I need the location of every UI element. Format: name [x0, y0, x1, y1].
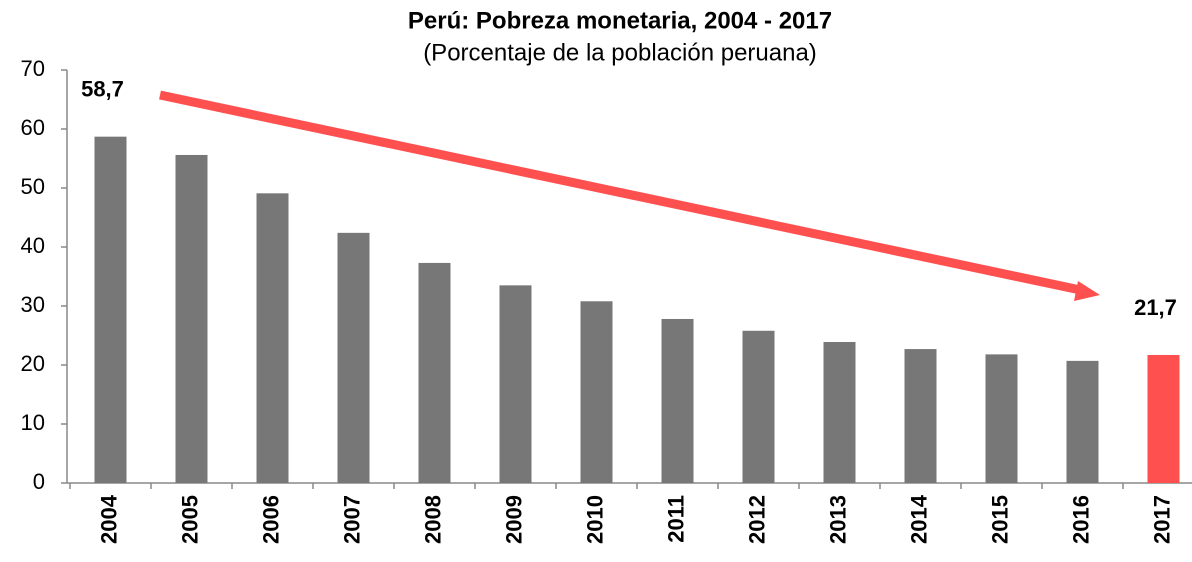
y-tick-label: 0: [33, 469, 45, 494]
x-tick-label: 2015: [987, 495, 1012, 544]
y-tick-label: 10: [21, 410, 45, 435]
x-tick-label: 2005: [177, 495, 202, 544]
data-label: 58,7: [81, 76, 124, 101]
arrow-shaft: [159, 90, 1086, 296]
bar: [985, 354, 1018, 483]
y-tick-label: 30: [21, 292, 45, 317]
y-tick-label: 70: [21, 56, 45, 81]
chart-subtitle: (Porcentaje de la población peruana): [423, 39, 817, 66]
y-tick-label: 60: [21, 115, 45, 140]
bar: [580, 301, 613, 483]
chart-title: Perú: Pobreza monetaria, 2004 - 2017: [408, 7, 832, 34]
x-tick-label: 2012: [744, 495, 769, 544]
bar: [256, 193, 289, 483]
bar: [175, 154, 208, 483]
bar: [337, 232, 370, 483]
bar: [742, 330, 775, 483]
trend-arrow: [159, 90, 1100, 301]
arrow-head: [1074, 281, 1100, 301]
x-tick-label: 2011: [663, 495, 688, 543]
x-tick-label: 2009: [501, 495, 526, 544]
bar: [904, 349, 937, 483]
bar: [661, 318, 694, 483]
x-tick-label: 2017: [1149, 495, 1174, 544]
x-tick-label: 2008: [420, 495, 445, 544]
x-tick-label: 2013: [825, 495, 850, 544]
y-tick-label: 50: [21, 174, 45, 199]
y-tick-label: 20: [21, 351, 45, 376]
bar: [94, 136, 127, 484]
bar: [1147, 354, 1180, 483]
bar: [499, 285, 532, 483]
bar: [418, 262, 451, 483]
bar: [823, 341, 856, 483]
data-label: 21,7: [1134, 295, 1177, 320]
x-tick-label: 2006: [258, 495, 283, 544]
x-tick-label: 2014: [906, 494, 931, 544]
bar: [1066, 360, 1099, 483]
x-tick-label: 2010: [582, 495, 607, 544]
x-tick-label: 2004: [96, 494, 121, 544]
x-tick-label: 2016: [1068, 495, 1093, 544]
y-tick-label: 40: [21, 233, 45, 258]
x-tick-label: 2007: [339, 495, 364, 544]
